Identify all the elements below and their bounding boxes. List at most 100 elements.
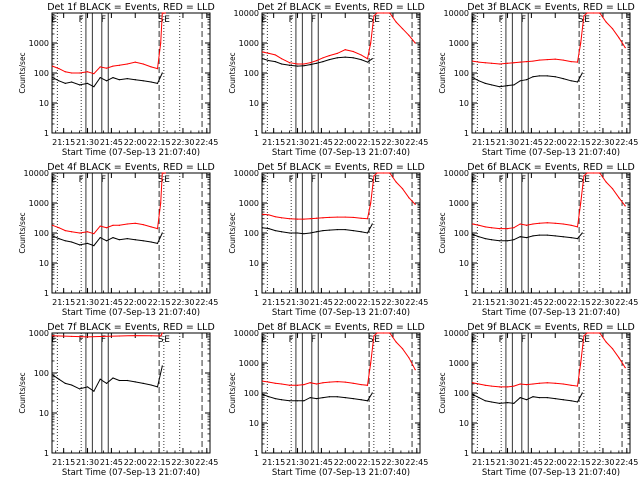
y-tick-label: 1000 <box>29 199 49 208</box>
series-point-lld <box>599 172 601 174</box>
series-point-events <box>78 84 81 86</box>
y-tick-label: 10000 <box>234 169 259 178</box>
series-point-events <box>71 81 73 83</box>
series-point-lld <box>296 218 299 220</box>
y-tick-label: 10 <box>39 259 49 268</box>
series-point-lld <box>150 226 152 228</box>
series-point-events <box>570 400 572 402</box>
x-tick-label: 22:30 <box>171 138 194 147</box>
series-point-events <box>491 401 493 403</box>
series-point-events <box>106 80 108 82</box>
series-point-events <box>296 400 299 402</box>
x-tick-label: 22:45 <box>405 138 428 147</box>
series-point-lld <box>142 224 144 226</box>
series-point-events <box>526 399 528 401</box>
series-point-lld <box>562 59 564 61</box>
series-point-events <box>581 392 583 394</box>
series-point-lld <box>546 382 548 384</box>
series-point-lld <box>546 222 548 224</box>
x-tick-label: 21:15 <box>472 458 495 467</box>
series-point-lld <box>360 54 362 56</box>
series-point-events <box>336 57 338 59</box>
series-point-events <box>471 77 474 79</box>
y-tick-label: 1000 <box>449 39 469 48</box>
interval-marker-label: F <box>289 15 294 25</box>
series-point-lld <box>336 216 338 218</box>
series-point-events <box>268 59 270 62</box>
interval-marker-label: F <box>79 175 84 185</box>
plot-frame <box>261 172 421 294</box>
interval-marker-label: E <box>261 335 267 345</box>
series-point-events <box>344 397 346 399</box>
series-point-lld <box>281 383 283 385</box>
series-point-events <box>513 239 515 241</box>
interval-marker-label: E <box>261 15 267 25</box>
series-point-events <box>93 245 95 247</box>
y-tick-label: 100 <box>34 369 49 378</box>
y-tick-label: 100 <box>454 69 469 78</box>
series-line-events <box>262 392 373 402</box>
series-point-events <box>576 238 579 240</box>
x-tick-label: 22:15 <box>148 458 171 467</box>
series-point-events <box>546 234 548 236</box>
series-point-events <box>554 76 556 78</box>
x-tick-label: 22:45 <box>195 138 218 147</box>
series-point-events <box>303 233 305 235</box>
y-tick-label: 10 <box>39 99 49 108</box>
series-point-lld <box>580 202 582 204</box>
x-tick-label: 21:30 <box>286 298 309 307</box>
series-point-lld <box>513 385 515 387</box>
series-point-lld <box>370 42 372 44</box>
x-tick-label: 22:45 <box>615 458 638 467</box>
interval-marker-label: F <box>311 15 316 25</box>
series-point-lld <box>373 335 375 337</box>
interval-marker-label: S <box>368 15 374 25</box>
series-point-events <box>484 400 486 402</box>
panel-8: Det 8f BLACK = Events, RED = LLD 1 10 100 10… <box>228 322 428 478</box>
series-point-lld <box>382 332 385 334</box>
series-point-lld <box>268 381 270 383</box>
x-tick-label: 21:15 <box>52 298 75 307</box>
series-point-lld <box>376 172 378 174</box>
series-point-lld <box>605 21 607 23</box>
interval-marker-label: E <box>164 15 170 25</box>
series-point-lld <box>471 223 474 225</box>
series-point-lld <box>576 61 579 63</box>
series-point-lld <box>261 380 264 382</box>
interval-marker-label: F <box>101 335 106 345</box>
series-point-lld <box>408 34 410 36</box>
x-tick-label: 21:45 <box>310 138 333 147</box>
plot-frame <box>261 12 421 134</box>
series-point-lld <box>64 230 66 232</box>
series-point-events <box>316 231 318 233</box>
x-tick-label: 22:00 <box>334 298 357 307</box>
series-point-events <box>532 235 534 237</box>
x-axis-label: Start Time (07-Sep-13 21:07:40) <box>62 468 200 478</box>
series-point-events <box>526 237 528 239</box>
y-tick-label: 100 <box>34 229 49 238</box>
series-point-events <box>519 236 521 238</box>
interval-marker-label: F <box>521 335 526 345</box>
series-point-lld <box>498 386 501 388</box>
series-point-events <box>491 239 493 241</box>
x-tick-label: 21:45 <box>100 298 123 307</box>
x-tick-label: 21:30 <box>76 458 99 467</box>
x-tick-label: 21:15 <box>262 458 285 467</box>
x-tick-label: 21:15 <box>472 298 495 307</box>
plot-frame <box>261 332 421 454</box>
series-point-events <box>134 79 136 81</box>
series-point-events <box>538 234 540 236</box>
series-point-lld <box>344 216 346 218</box>
y-tick-label: 1 <box>44 449 49 458</box>
panel-5: Det 5f BLACK = Events, RED = LLD 1 10 100 10… <box>228 162 428 318</box>
series-point-lld <box>164 12 167 14</box>
series-point-lld <box>611 28 614 30</box>
x-tick-label: 22:30 <box>591 138 614 147</box>
series-point-lld <box>498 228 501 230</box>
series-point-lld <box>281 58 283 60</box>
series-point-lld <box>519 383 521 385</box>
interval-marker-label: S <box>158 175 164 185</box>
series-line-events <box>262 223 373 235</box>
series-point-events <box>366 400 369 402</box>
x-axis-label: Start Time (07-Sep-13 21:07:40) <box>62 308 200 318</box>
